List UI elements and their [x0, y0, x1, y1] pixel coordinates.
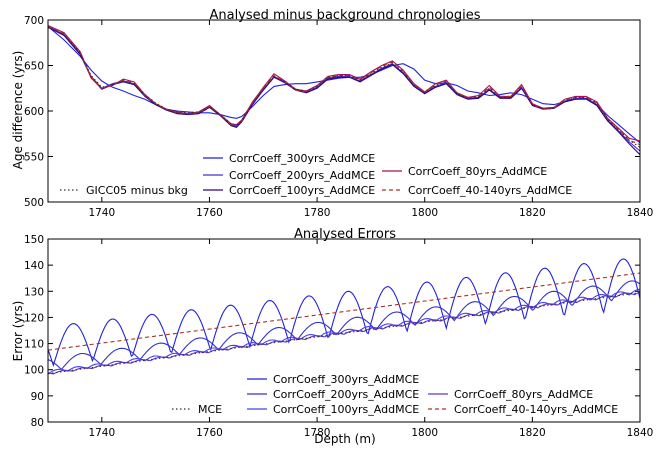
y-tick-label: 140: [24, 260, 44, 272]
y-tick-label: 120: [24, 312, 44, 324]
y-axis-label: Error (yrs): [11, 301, 25, 362]
legend-entry-gicc05: GICC05 minus bkg: [60, 184, 188, 197]
legend-entry-corrcoeff-200yrs: CorrCoeff_200yrs_AddMCE: [247, 388, 419, 401]
x-tick-label: 1760: [196, 427, 223, 439]
series-line-corrcoeff-300yrs-addmce: [47, 258, 641, 368]
legend-label: CorrCoeff_200yrs_AddMCE: [273, 388, 419, 401]
legend-entry-corrcoeff-80yrs: CorrCoeff_80yrs_AddMCE: [382, 165, 547, 178]
y-tick-label: 150: [24, 234, 44, 246]
legend-entry-corrcoeff-40-140yrs: CorrCoeff_40-140yrs_AddMCE: [382, 184, 572, 197]
legend-label: CorrCoeff_40-140yrs_AddMCE: [454, 403, 618, 416]
y-tick-label: 600: [24, 106, 44, 118]
legend-entry-mce: MCE: [172, 403, 222, 416]
legend-label: CorrCoeff_40-140yrs_AddMCE: [408, 184, 572, 197]
legend-entry-corrcoeff-200yrs: CorrCoeff_200yrs_AddMCE: [203, 169, 375, 182]
legend-label: CorrCoeff_300yrs_AddMCE: [229, 152, 375, 165]
legend-label: MCE: [198, 403, 222, 416]
x-tick-label: 1780: [304, 207, 331, 219]
legend: CorrCoeff_300yrs_AddMCE CorrCoeff_80yrs_…: [60, 152, 572, 197]
legend-entry-corrcoeff-80yrs: CorrCoeff_80yrs_AddMCE: [428, 388, 593, 401]
y-tick-label: 80: [31, 417, 44, 429]
series-line-corrcoeff-80yrs-addmce: [47, 291, 641, 375]
legend-entry-corrcoeff-100yrs: CorrCoeff_100yrs_AddMCE: [203, 184, 375, 197]
legend-label: CorrCoeff_200yrs_AddMCE: [229, 169, 375, 182]
chart-title: Analysed minus background chronologies: [209, 8, 480, 23]
y-tick-label: 110: [24, 339, 44, 351]
x-tick-label: 1780: [304, 427, 331, 439]
plot-frame: [47, 238, 641, 423]
y-tick-label: 650: [24, 61, 44, 73]
series-line-corrcoeff-100yrs-addmce: [47, 26, 641, 156]
y-axis-label: Age difference (yrs): [11, 51, 25, 170]
legend-entry-corrcoeff-300yrs: CorrCoeff_300yrs_AddMCE: [203, 152, 375, 165]
y-tick-label: 90: [31, 391, 44, 403]
x-tick-label: 1740: [88, 427, 115, 439]
legend-label: CorrCoeff_80yrs_AddMCE: [408, 165, 547, 178]
y-tick-label: 550: [24, 152, 44, 164]
legend-label: CorrCoeff_100yrs_AddMCE: [229, 184, 375, 197]
legend-label: CorrCoeff_80yrs_AddMCE: [454, 388, 593, 401]
x-tick-label: 1840: [627, 207, 654, 219]
legend-label: CorrCoeff_100yrs_AddMCE: [273, 403, 419, 416]
x-tick-label: 1800: [411, 427, 438, 439]
x-tick-label: 1740: [88, 207, 115, 219]
x-tick-label: 1820: [519, 207, 546, 219]
legend-entry-corrcoeff-40-140yrs: CorrCoeff_40-140yrs_AddMCE: [428, 403, 618, 416]
y-tick-label: 500: [24, 197, 44, 209]
legend-label: CorrCoeff_300yrs_AddMCE: [273, 373, 419, 386]
legend: CorrCoeff_300yrs_AddMCE CorrCoeff_200yrs…: [172, 373, 618, 416]
series-line-corrcoeff-200yrs-addmce: [47, 280, 641, 371]
series-line-corrcoeff-40-140yrs-addmce: [47, 272, 641, 351]
plot-frame: [47, 19, 641, 203]
legend-label: GICC05 minus bkg: [86, 184, 188, 197]
series-line-corrcoeff-80yrs-addmce: [47, 24, 641, 142]
legend-entry-corrcoeff-100yrs: CorrCoeff_100yrs_AddMCE: [247, 403, 419, 416]
chronology-chart: Analysed minus background chronologies A…: [11, 8, 653, 219]
chart-title: Analysed Errors: [294, 227, 396, 242]
y-tick-label: 130: [24, 286, 44, 298]
x-axis-label: Depth (m): [314, 432, 375, 446]
errors-chart: Analysed Errors Error (yrs) Depth (m) 17…: [11, 227, 653, 446]
x-tick-label: 1840: [627, 427, 654, 439]
y-tick-label: 100: [24, 365, 44, 377]
y-tick-label: 700: [24, 15, 44, 27]
x-tick-label: 1760: [196, 207, 223, 219]
x-tick-label: 1820: [519, 427, 546, 439]
x-tick-label: 1800: [411, 207, 438, 219]
legend-entry-corrcoeff-300yrs: CorrCoeff_300yrs_AddMCE: [247, 373, 419, 386]
